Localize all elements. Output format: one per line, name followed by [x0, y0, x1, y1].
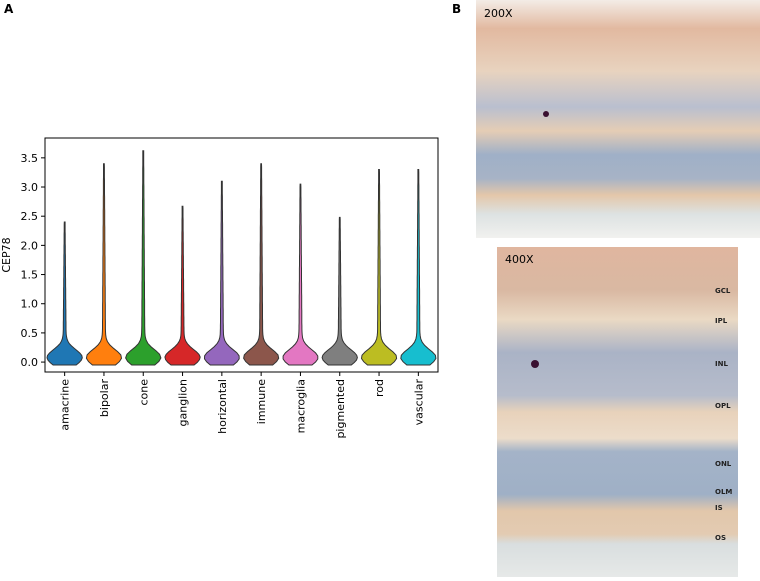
x-tick-label: immune	[255, 379, 268, 424]
violin	[46, 221, 83, 366]
stain-dot	[531, 360, 539, 368]
x-tick-label: bipolar	[98, 379, 111, 418]
violin	[125, 150, 162, 366]
violin	[164, 205, 201, 366]
violin	[85, 163, 123, 366]
y-tick-label: 0.0	[21, 356, 39, 369]
y-tick-label: 3.5	[21, 152, 39, 165]
y-tick-label: 2.5	[21, 210, 39, 223]
violin	[321, 216, 358, 366]
layer-label: OLM	[715, 488, 732, 496]
x-tick-label: horizontal	[216, 379, 229, 434]
x-tick-label: ganglion	[177, 379, 190, 427]
layer-label: OPL	[715, 402, 731, 410]
x-tick-label: pigmented	[334, 379, 347, 439]
x-tick-label: rod	[373, 379, 386, 397]
layer-label: GCL	[715, 287, 731, 295]
x-tick-label: amacrine	[59, 379, 72, 431]
violin	[203, 180, 240, 366]
y-tick-label: 3.0	[21, 181, 39, 194]
micrograph	[497, 247, 738, 577]
image-label: 200X	[484, 7, 513, 20]
panel-label: A	[4, 2, 14, 16]
stain-dot	[543, 111, 549, 117]
image-label: 400X	[505, 253, 534, 266]
layer-label: OS	[715, 534, 726, 542]
violin	[360, 169, 398, 366]
panel-label: B	[452, 2, 461, 16]
y-tick-label: 2.0	[21, 239, 39, 252]
violin	[243, 163, 280, 366]
y-axis-label: CEP78	[0, 237, 13, 272]
y-tick-label: 1.5	[21, 269, 39, 282]
layer-label: ONL	[715, 460, 732, 468]
layer-label: IS	[715, 504, 723, 512]
y-tick-label: 1.0	[21, 298, 39, 311]
y-tick-label: 0.5	[21, 327, 39, 340]
layer-label: INL	[715, 360, 728, 368]
x-tick-label: vascular	[412, 379, 425, 426]
layer-label: IPL	[715, 317, 728, 325]
micrograph	[476, 0, 760, 238]
violin	[400, 169, 437, 366]
plot-frame	[44, 137, 439, 373]
x-tick-label: macroglia	[294, 379, 307, 433]
violin	[282, 183, 319, 366]
x-tick-label: cone	[137, 379, 150, 406]
